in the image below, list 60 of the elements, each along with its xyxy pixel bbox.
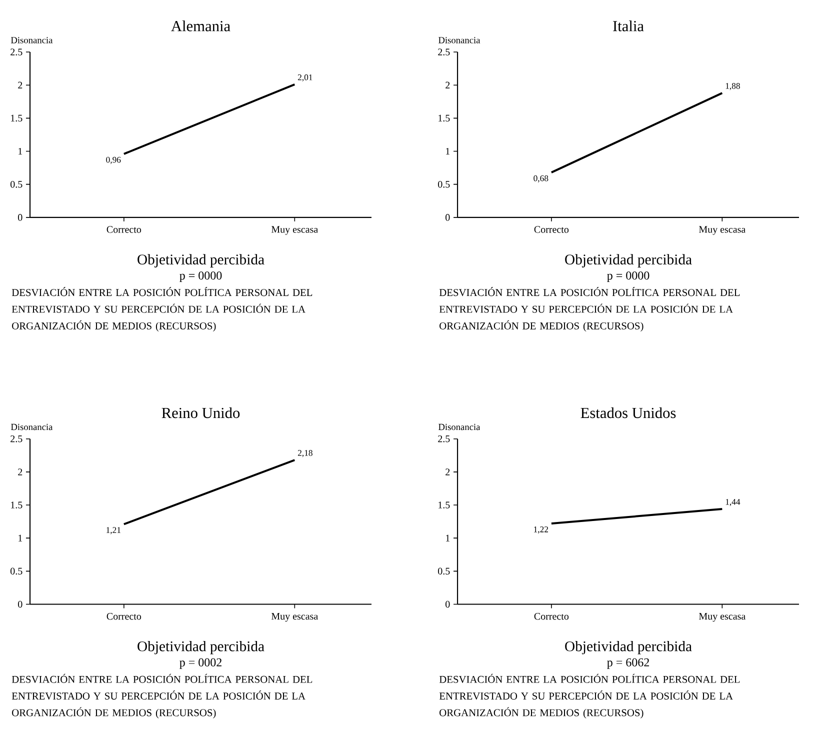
x-tick-label: Correcto xyxy=(534,612,569,620)
y-tick-label: 0.5 xyxy=(438,180,450,188)
y-axis-title: Disonancia xyxy=(438,37,480,44)
y-tick-label: 2 xyxy=(18,82,22,88)
y-axis-title: Disonancia xyxy=(10,424,53,430)
y-tick-label: 2.5 xyxy=(438,48,450,56)
y-tick-label: 0.5 xyxy=(10,568,22,575)
text: p = 6062 xyxy=(607,658,649,669)
y-tick-label: 2.5 xyxy=(10,48,22,56)
data-label: 1,88 xyxy=(726,83,740,90)
y-axis-title: Disonancia xyxy=(10,37,53,44)
text: DESVIACIÓN ENTRE LA POSICIÓN POLÍTICA PERSONAL DEL ENTREVISTADO Y SU PERCEPCIÓN DE LA POSICIÓN DE LA ORGANIZACIÓN DE MEDIOS (RECURSOS) xyxy=(439,287,740,332)
chart-title: Italia xyxy=(613,20,644,32)
y-tick-label: 0.5 xyxy=(438,568,450,575)
text: DESVIACIÓN ENTRE LA POSICIÓN POLÍTICA PERSONAL DEL ENTREVISTADO Y SU PERCEPCIÓN DE LA POSICIÓN DE LA ORGANIZACIÓN DE MEDIOS (RECURSOS) xyxy=(12,674,312,718)
y-tick-label: 1.5 xyxy=(438,114,450,122)
text: p = 0000 xyxy=(180,271,222,282)
x-axis-title: Objetividad percibida xyxy=(565,254,692,268)
x-tick-label: Correcto xyxy=(106,612,142,620)
y-tick-label: 2.5 xyxy=(438,435,450,442)
chart-title: Alemania xyxy=(171,20,230,32)
y-tick-label: 0 xyxy=(446,600,450,608)
y-tick-label: 1 xyxy=(18,148,22,155)
chart-title: Reino Unido xyxy=(162,407,240,418)
text: p = 0002 xyxy=(180,658,222,669)
y-tick-label: 1 xyxy=(446,148,450,155)
y-tick-label: 1.5 xyxy=(11,114,22,122)
x-tick-label: Muy escasa xyxy=(271,612,318,622)
x-axis-title: Objetividad percibida xyxy=(565,641,692,654)
text: DESVIACIÓN ENTRE LA POSICIÓN POLÍTICA PERSONAL DEL ENTREVISTADO Y SU PERCEPCIÓN DE LA POSICIÓN DE LA ORGANIZACIÓN DE MEDIOS (RECURSOS) xyxy=(439,674,740,718)
y-tick-label: 2 xyxy=(18,468,22,476)
y-tick-label: 1.5 xyxy=(11,502,22,508)
x-axis-title: Objetividad percibida xyxy=(138,641,264,654)
data-label: 1,44 xyxy=(726,499,740,506)
data-label: 1,22 xyxy=(534,526,548,534)
y-axis-title: Disonancia xyxy=(438,424,480,430)
y-tick-label: 2 xyxy=(446,82,450,88)
x-tick-label: Muy escasa xyxy=(271,226,318,235)
y-tick-label: 2 xyxy=(446,468,450,476)
y-tick-label: 0.5 xyxy=(10,180,22,188)
data-label: 1,21 xyxy=(106,527,120,534)
text: p = 0000 xyxy=(607,271,650,282)
y-tick-label: 0 xyxy=(18,600,22,608)
y-tick-label: 1.5 xyxy=(438,502,450,508)
y-tick-label: 0 xyxy=(18,214,22,221)
x-tick-label: Muy escasa xyxy=(698,226,746,235)
y-tick-label: 0 xyxy=(446,214,450,221)
x-tick-label: Muy escasa xyxy=(698,612,746,622)
data-label: 0,68 xyxy=(534,175,548,182)
data-label: 2,18 xyxy=(298,450,312,458)
data-label: 2,01 xyxy=(298,74,312,82)
y-tick-label: 1 xyxy=(446,534,450,542)
data-label: 0,96 xyxy=(106,156,121,164)
y-tick-label: 2.5 xyxy=(10,435,22,442)
text: DESVIACIÓN ENTRE LA POSICIÓN POLÍTICA PERSONAL DEL ENTREVISTADO Y SU PERCEPCIÓN DE LA POSICIÓN DE LA ORGANIZACIÓN DE MEDIOS (RECURSOS) xyxy=(12,287,312,332)
x-tick-label: Correcto xyxy=(106,226,142,233)
x-tick-label: Correcto xyxy=(534,226,569,233)
y-tick-label: 1 xyxy=(18,534,22,542)
chart-title: Estados Unidos xyxy=(580,407,676,418)
x-axis-title: Objetividad percibida xyxy=(138,254,264,268)
